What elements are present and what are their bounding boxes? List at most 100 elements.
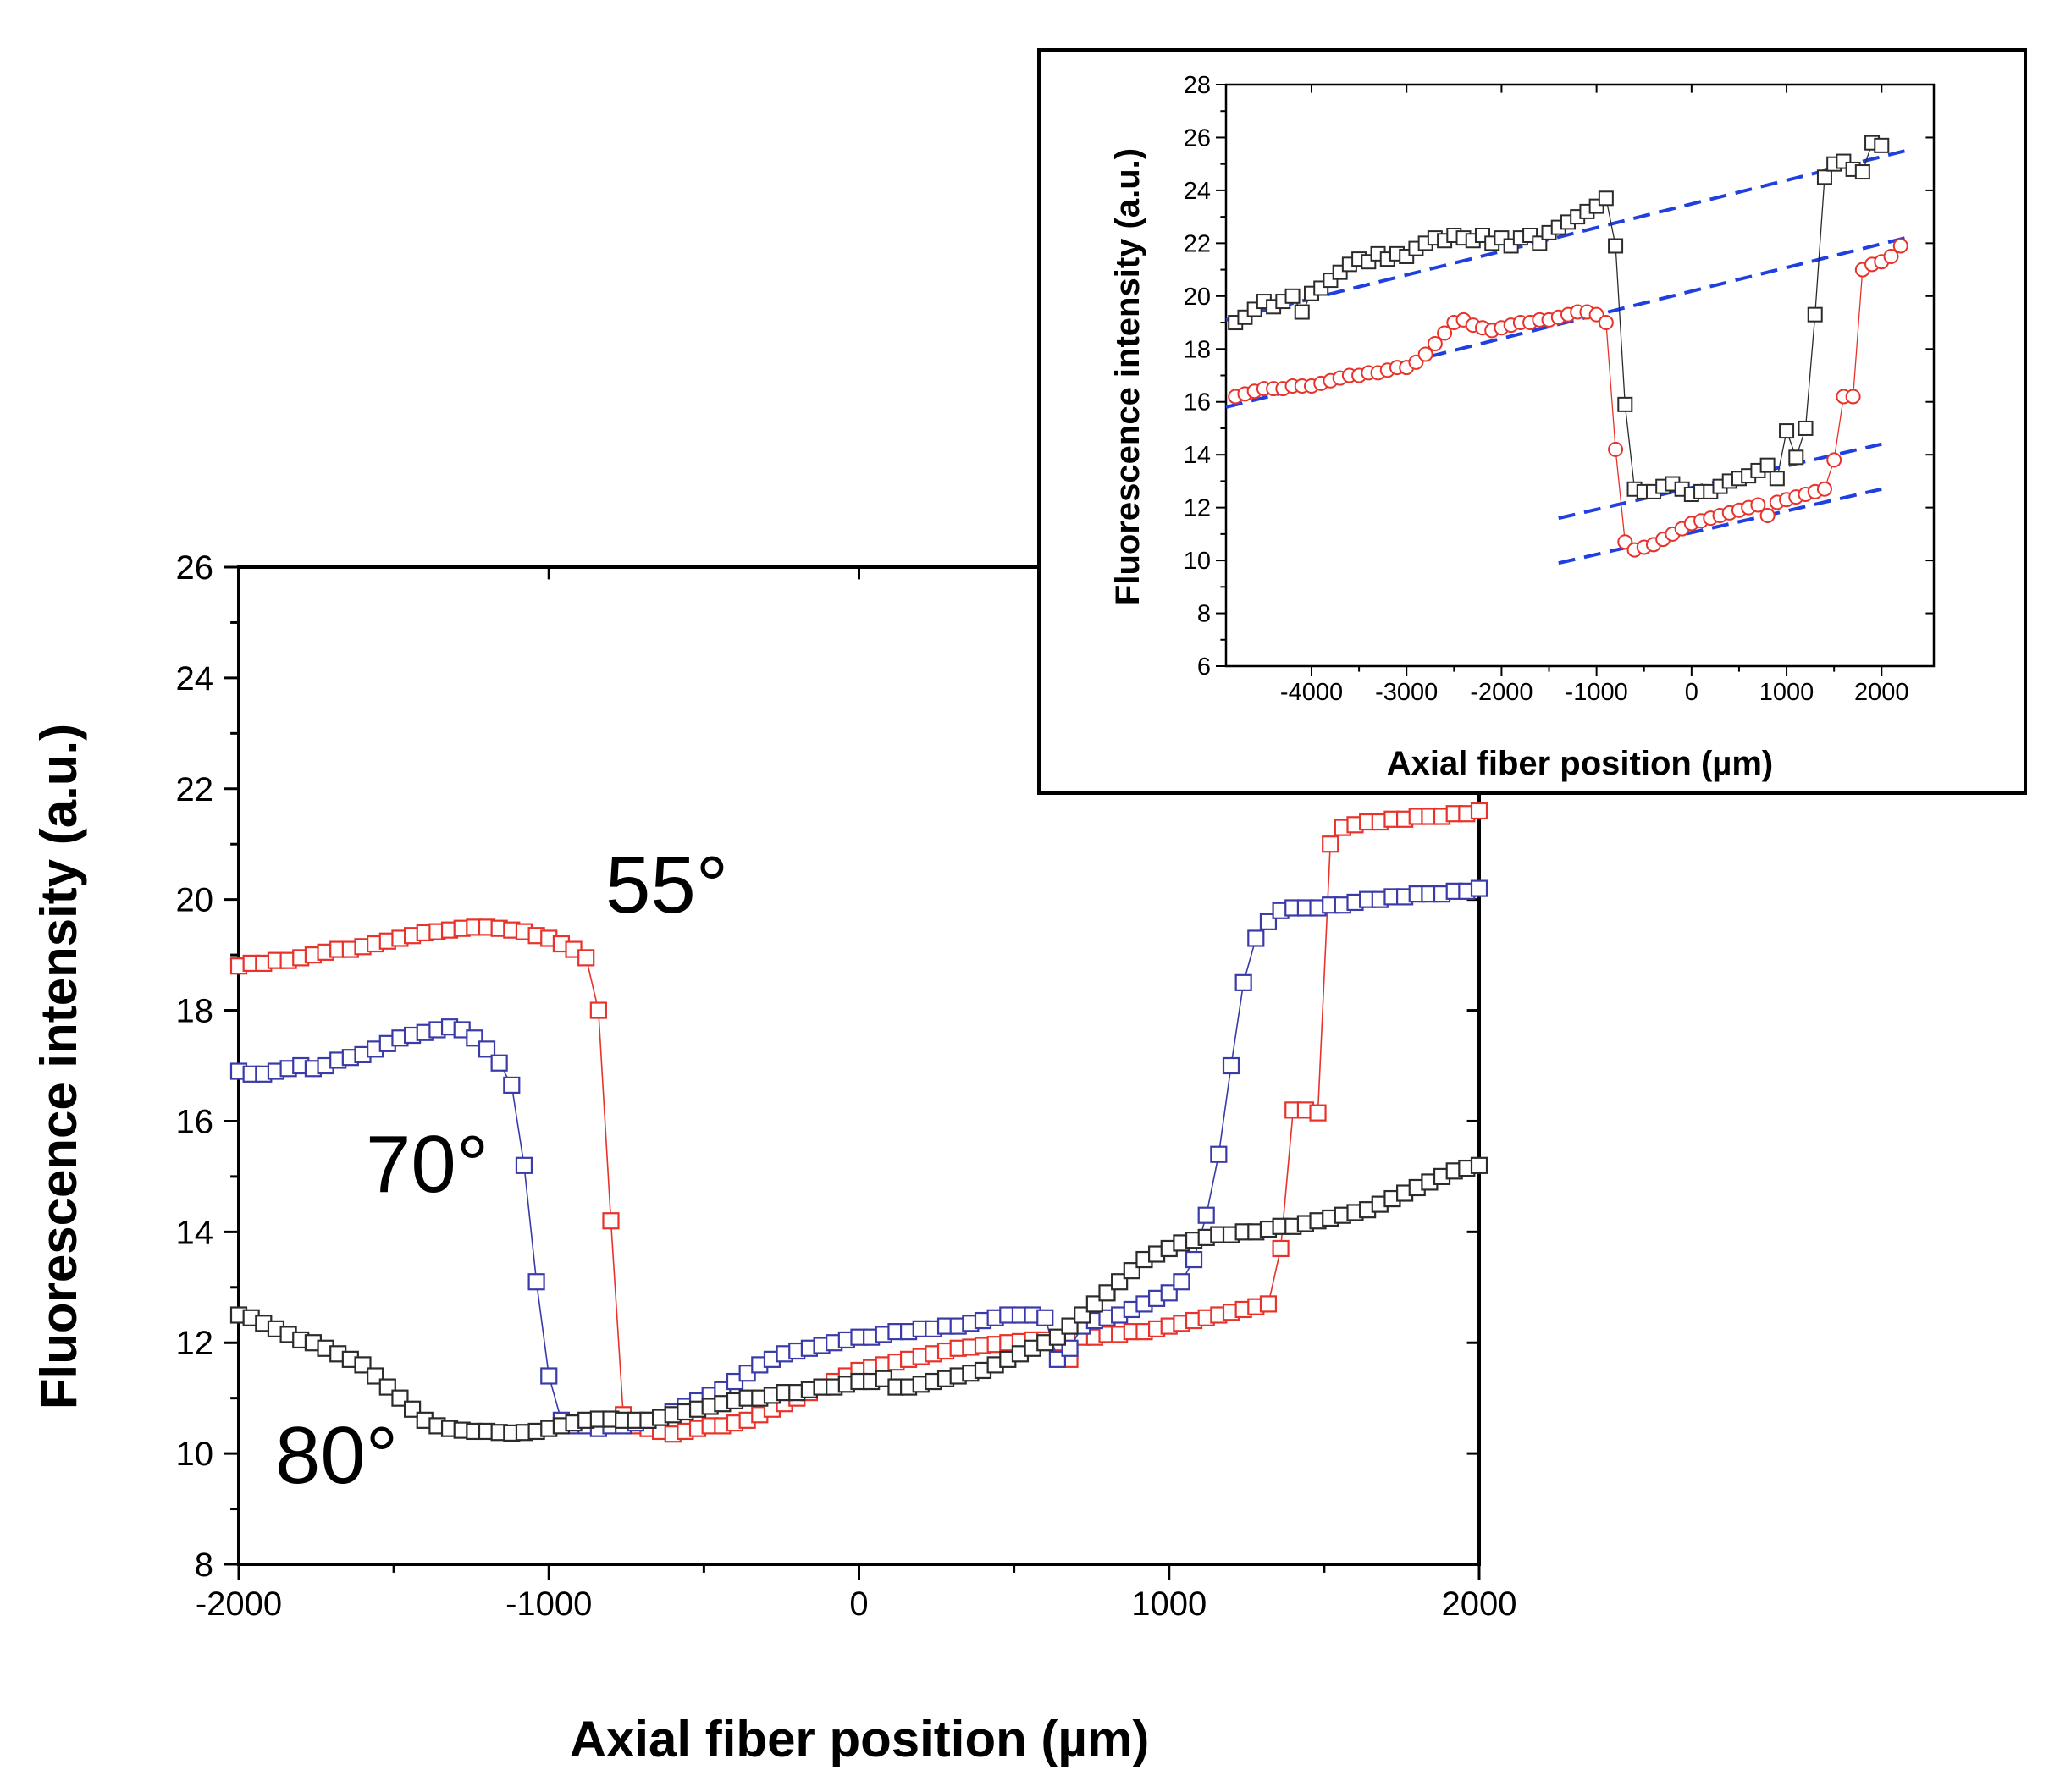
- inset-x-tick-label: 0: [1685, 679, 1698, 706]
- inset-data-point: [1826, 452, 1842, 468]
- inset-y-tick-label: 18: [1184, 336, 1211, 363]
- inset-reference-line: [1558, 487, 1882, 565]
- main-x-tick-label: -1000: [505, 1585, 592, 1623]
- main-data-point: [1160, 1284, 1178, 1302]
- main-y-tick-label: 8: [195, 1547, 213, 1584]
- inset-x-tick-label: 1000: [1759, 679, 1814, 706]
- main-data-point: [1470, 879, 1488, 897]
- inset-data-point: [1608, 238, 1624, 254]
- annotation-70: 70°: [366, 1119, 489, 1210]
- main-data-point: [1048, 1328, 1067, 1346]
- inset-data-point: [1759, 457, 1776, 473]
- main-data-point: [577, 949, 595, 967]
- main-data-point: [540, 1367, 558, 1385]
- annotation-80: 80°: [275, 1410, 398, 1501]
- main-data-point: [1322, 835, 1339, 853]
- main-y-tick-label: 26: [176, 549, 214, 587]
- main-x-axis-title: Axial fiber position (µm): [570, 1711, 1150, 1767]
- main-x-tick-label: 0: [849, 1585, 868, 1623]
- inset-x-tick-label: -2000: [1470, 679, 1533, 706]
- main-y-tick-label: 10: [176, 1436, 214, 1473]
- inset-series: [1228, 135, 1890, 503]
- inset-data-point: [1892, 238, 1908, 254]
- main-data-point: [1048, 1350, 1067, 1368]
- inset-x-axis-title: Axial fiber position (µm): [1387, 745, 1773, 782]
- inset-x-tick-label: -3000: [1375, 679, 1438, 706]
- main-y-tick-label: 16: [176, 1103, 214, 1140]
- inset-reference-line: [1225, 149, 1906, 322]
- inset-data-point: [1779, 423, 1795, 439]
- main-data-point: [1234, 973, 1252, 991]
- main-data-point: [478, 1040, 496, 1058]
- inset-data-point: [1874, 137, 1890, 153]
- main-data-point: [1185, 1250, 1203, 1269]
- main-data-point: [1074, 1306, 1091, 1324]
- inset-data-point: [1427, 336, 1443, 352]
- main-x-tick-label: 2000: [1442, 1585, 1517, 1623]
- inset-y-tick-label: 26: [1184, 124, 1211, 152]
- main-data-point: [466, 1029, 483, 1047]
- inset-x-tick-label: -4000: [1280, 679, 1343, 706]
- main-data-point: [1272, 1239, 1290, 1258]
- inset-data-point: [1417, 346, 1433, 362]
- main-data-point: [1111, 1273, 1129, 1291]
- inset-y-tick-label: 16: [1184, 389, 1211, 416]
- inset-y-tick-label: 20: [1184, 284, 1211, 311]
- inset-y-tick-label: 14: [1184, 442, 1211, 469]
- main-data-point: [1259, 913, 1278, 930]
- inset-data-point: [1769, 471, 1785, 487]
- main-data-point: [367, 1367, 384, 1385]
- inset-data-point: [1854, 164, 1870, 180]
- main-y-axis-title: Fluorescence intensity (a.u.): [30, 724, 87, 1409]
- main-data-point: [1309, 1104, 1327, 1122]
- main-data-point: [1210, 1145, 1228, 1163]
- main-data-point: [1470, 1156, 1488, 1174]
- inset-data-point: [1750, 497, 1766, 513]
- main-data-point: [378, 1378, 396, 1396]
- main-series: [229, 879, 1488, 1437]
- main-x-tick-label: 1000: [1131, 1585, 1207, 1623]
- inset-data-point: [1788, 449, 1804, 466]
- inset-chart: -4000 -3000 -2000 -1000 0 1000 2000 6 8 10 12 14 16…: [1037, 48, 2027, 795]
- main-x-tick-label: -2000: [196, 1585, 282, 1623]
- main-data-point: [515, 1156, 533, 1174]
- main-y-tick-label: 14: [176, 1214, 214, 1251]
- inset-data-point: [1816, 169, 1832, 185]
- inset-data-point: [1284, 288, 1301, 304]
- inset-data-point: [1608, 441, 1624, 457]
- main-data-point: [354, 1356, 372, 1374]
- inset-y-tick-label: 6: [1197, 653, 1211, 681]
- inset-data-point: [1798, 420, 1814, 436]
- inset-data-point: [1816, 481, 1832, 497]
- main-data-point: [1247, 929, 1265, 947]
- main-data-point: [1098, 1284, 1116, 1302]
- inset-data-point: [1294, 304, 1310, 320]
- inset-x-tick-label: -1000: [1566, 679, 1628, 706]
- main-data-point: [602, 1212, 620, 1230]
- inset-data-point: [1437, 325, 1453, 341]
- inset-data-point: [1598, 315, 1614, 331]
- inset-y-tick-label: 22: [1184, 230, 1211, 257]
- inset-y-tick-label: 10: [1184, 548, 1211, 575]
- inset-data-point: [1617, 396, 1633, 412]
- annotation-55: 55°: [605, 840, 728, 930]
- inset-y-tick-label: 24: [1184, 178, 1211, 205]
- main-chart: -2000 -1000 0 1000 2000 8101214161820222426 …: [30, 549, 1516, 1767]
- main-data-point: [1259, 1295, 1278, 1313]
- main-data-point: [1061, 1339, 1079, 1357]
- main-y-tick-label: 24: [176, 660, 214, 698]
- main-data-point: [1061, 1317, 1079, 1335]
- main-series: [229, 1156, 1488, 1442]
- inset-y-tick-label: 12: [1184, 495, 1211, 522]
- main-y-tick-label: 18: [176, 993, 214, 1030]
- main-data-point: [1173, 1273, 1190, 1291]
- inset-data-point: [1845, 389, 1861, 405]
- inset-data-point: [1598, 190, 1614, 207]
- inset-y-axis-title: Fluorescence intensity (a.u.): [1109, 148, 1146, 605]
- main-data-point: [1123, 1262, 1140, 1280]
- inset-series: [1228, 238, 1908, 558]
- inset-data-point: [1883, 248, 1899, 264]
- main-data-point: [589, 1001, 607, 1019]
- inset-y-tick-label: 8: [1197, 601, 1211, 628]
